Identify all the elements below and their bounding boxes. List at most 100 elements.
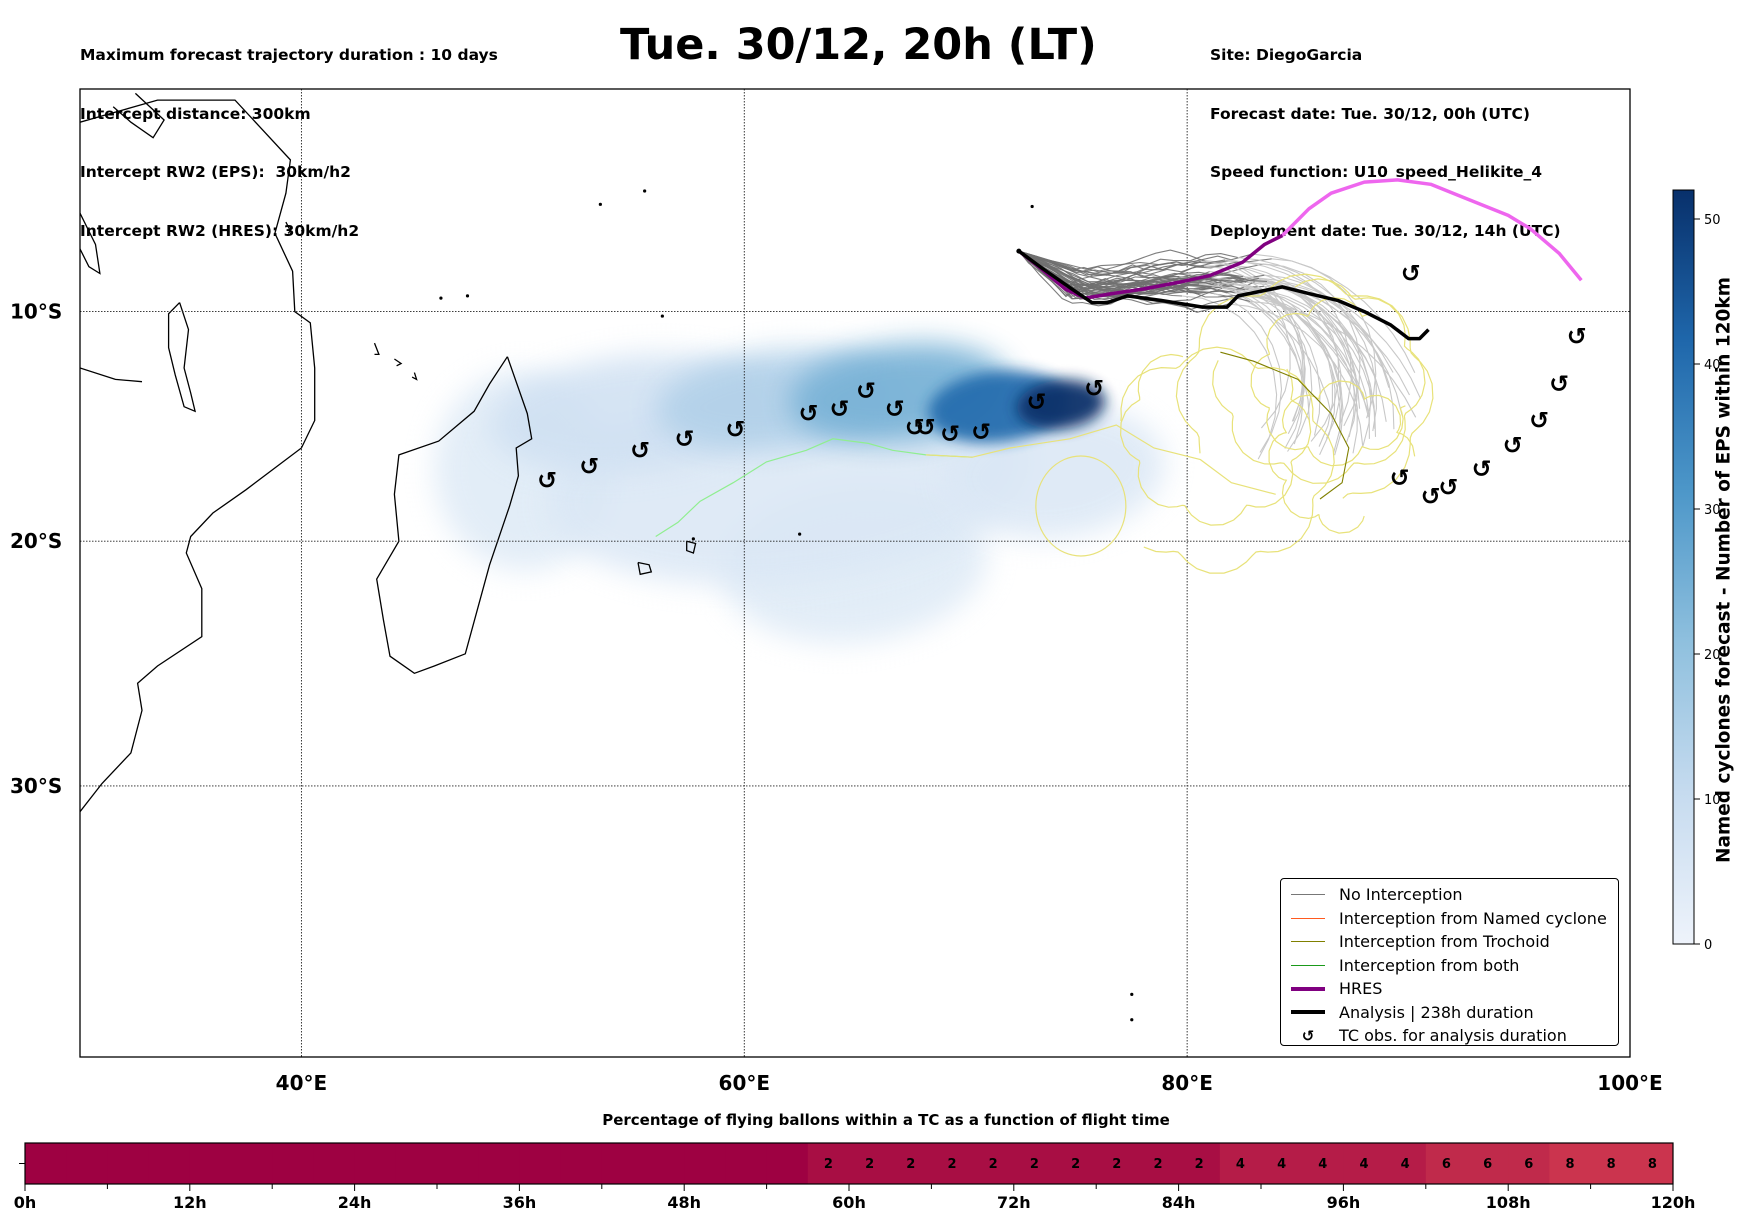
heatmap-cell-label: 6 bbox=[1483, 1157, 1492, 1172]
heatmap-cell-label: 4 bbox=[1318, 1157, 1327, 1172]
trajectory-faded bbox=[1198, 283, 1304, 445]
cyclone-icon: ↺ bbox=[1438, 473, 1458, 501]
analysis-track bbox=[1017, 249, 1430, 341]
heatmap-x-tick-label: 72h bbox=[997, 1193, 1031, 1212]
colorbar-tick-label: 10 bbox=[1704, 793, 1721, 808]
trajectory-faded bbox=[1211, 277, 1321, 436]
legend-label: Interception from both bbox=[1339, 955, 1520, 975]
heatmap-cell bbox=[478, 1143, 520, 1184]
island bbox=[643, 189, 647, 193]
heatmap-cell-label: 4 bbox=[1236, 1157, 1245, 1172]
heatmap-cell bbox=[66, 1143, 108, 1184]
trajectory-faded bbox=[1203, 265, 1291, 429]
heatmap-cell bbox=[1549, 1143, 1592, 1184]
cyclone-icon: ↺ bbox=[630, 436, 650, 464]
colorbar-tick-label: 20 bbox=[1704, 648, 1721, 663]
trajectory-faded bbox=[1264, 274, 1377, 432]
heatmap-x-tick-label: 24h bbox=[338, 1193, 372, 1212]
heatmap-cell bbox=[725, 1143, 768, 1184]
colorbar-ticks: 0 10 20 30 40 50 bbox=[1694, 213, 1721, 953]
heatmap-cell bbox=[1467, 1143, 1509, 1184]
trajectory-trochoid-faded bbox=[1175, 273, 1434, 499]
cyclone-icon: ↺ bbox=[916, 413, 936, 441]
trochoid-loop bbox=[1035, 455, 1127, 557]
trajectory-trochoid-faded bbox=[1120, 346, 1335, 574]
legend-item-both: Interception from both bbox=[1281, 954, 1618, 978]
cyclone-icon: ↺ bbox=[1529, 406, 1549, 434]
cyclone-icon: ↺ bbox=[1567, 322, 1587, 350]
trajectory-map: ↺ ↺↺ ↺ ↺↺ ↺↺↺↺↺ ↺ ↺↺ ↺↺↺↺↺↺↺↺↺↺ 40°E 60°E 80°E 100… bbox=[10, 88, 1721, 1095]
trajectory-faded bbox=[1244, 279, 1355, 438]
island bbox=[598, 202, 602, 206]
heatmap-cell bbox=[931, 1143, 974, 1184]
run-metadata: Site: DiegoGarcia Forecast date: Tue. 30… bbox=[1210, 7, 1561, 261]
heatmap-cell bbox=[231, 1143, 273, 1184]
map-legend: No Interception Interception from Named … bbox=[1280, 878, 1619, 1046]
heatmap-cell bbox=[354, 1143, 397, 1184]
heatmap-x-tick-label: 96h bbox=[1327, 1193, 1361, 1212]
heatmap-x-tick-label: 120h bbox=[1651, 1193, 1696, 1212]
param-intercept-eps: Intercept RW2 (EPS): 30km/h2 bbox=[80, 163, 351, 181]
trajectory-faded bbox=[1248, 288, 1377, 437]
deployment-site-marker bbox=[1016, 248, 1022, 254]
heatmap-x-axis: 0h 12h 24h 36h 48h 60h 72h 84h 96h 108h 120h bbox=[14, 1184, 1696, 1212]
trajectory-no-interception bbox=[1018, 250, 1265, 286]
hres-track-extended bbox=[1281, 178, 1583, 282]
heatmap-cell-label: 2 bbox=[1030, 1157, 1039, 1172]
trajectory-faded bbox=[1237, 294, 1344, 456]
heatmap-cell bbox=[519, 1143, 562, 1184]
cyclone-icon: ↺ bbox=[725, 416, 745, 444]
lon-tick-label: 100°E bbox=[1597, 1071, 1662, 1095]
coastline bbox=[80, 367, 143, 383]
trajectory-faded bbox=[1221, 282, 1370, 418]
lat-tick-label: 10°S bbox=[10, 300, 62, 324]
coastlines bbox=[80, 92, 1134, 1022]
cyclone-icon: ↺ bbox=[971, 418, 991, 446]
cyclone-icon: ↺ bbox=[1027, 388, 1047, 416]
heatmap-cell-label: 6 bbox=[1524, 1157, 1533, 1172]
legend-label: Analysis | 238h duration bbox=[1339, 1002, 1534, 1022]
coastline bbox=[112, 92, 165, 139]
island bbox=[1130, 992, 1134, 996]
heatmap-cell bbox=[1384, 1143, 1427, 1184]
heatmap-x-tick-label: 84h bbox=[1162, 1193, 1196, 1212]
colorbar-label: Named cyclones forecast - Number of EPS … bbox=[1713, 276, 1735, 864]
legend-line-icon bbox=[1291, 894, 1325, 896]
legend-line-icon bbox=[1291, 941, 1325, 943]
heatmap-cell bbox=[1055, 1143, 1097, 1184]
heatmap-cell bbox=[766, 1143, 809, 1184]
island bbox=[691, 537, 695, 541]
cyclone-icon: ↺ bbox=[885, 395, 905, 423]
heatmap-cell-label: 2 bbox=[1153, 1157, 1162, 1172]
heatmap-cell bbox=[1096, 1143, 1138, 1184]
trajectory-faded bbox=[1225, 259, 1394, 373]
heatmap-cell bbox=[272, 1143, 314, 1184]
cyclone-icon: ↺ bbox=[940, 420, 960, 448]
meta-deployment-date: Deployment date: Tue. 30/12, 14h (UTC) bbox=[1210, 221, 1561, 240]
legend-line-icon bbox=[1291, 1010, 1325, 1015]
cyclone-icon: ↺ bbox=[1421, 483, 1441, 511]
param-intercept-hres: Intercept RW2 (HRES): 30km/h2 bbox=[80, 221, 360, 240]
heatmap-cell bbox=[1508, 1143, 1550, 1184]
trajectory-faded bbox=[1228, 303, 1364, 448]
heatmap-cell bbox=[1343, 1143, 1386, 1184]
cyclone-icon: ↺ bbox=[1401, 259, 1421, 287]
island bbox=[465, 294, 470, 298]
bar-title: Percentage of flying ballons within a TC… bbox=[602, 1111, 1170, 1129]
legend-item-no-interception: No Interception bbox=[1281, 883, 1618, 907]
legend-item-hres: HRES bbox=[1281, 977, 1618, 1001]
heatmap-cell bbox=[1261, 1143, 1303, 1184]
island bbox=[660, 314, 664, 318]
trajectory-trochoid-faded bbox=[1250, 296, 1406, 467]
heatmap-cell bbox=[1013, 1143, 1056, 1184]
cyclone-icon: ↺ bbox=[1301, 1026, 1315, 1045]
cyclone-icon: ↺ bbox=[1549, 370, 1569, 398]
cyclone-icon: ↺ bbox=[856, 377, 876, 405]
legend-line-icon bbox=[1291, 917, 1325, 919]
param-max-duration: Maximum forecast trajectory duration : 1… bbox=[80, 46, 498, 64]
coastline bbox=[376, 356, 533, 675]
tc-observations: ↺ ↺↺ ↺ ↺↺ ↺↺↺↺↺ ↺ ↺↺ ↺↺↺↺↺↺↺↺↺↺ bbox=[537, 259, 1587, 510]
run-parameters: Maximum forecast trajectory duration : 1… bbox=[80, 7, 498, 261]
island bbox=[1030, 204, 1034, 209]
colorbar-tick-label: 50 bbox=[1704, 213, 1721, 228]
